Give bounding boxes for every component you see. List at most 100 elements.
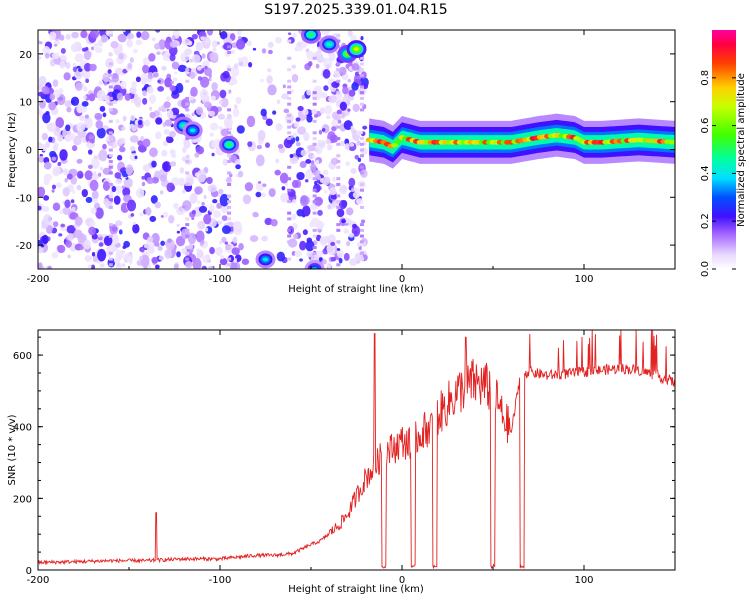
noise-speckle xyxy=(317,139,323,145)
noise-speckle xyxy=(307,144,316,152)
noise-speckle xyxy=(141,181,146,187)
noise-speckle xyxy=(74,216,83,226)
noise-speckle xyxy=(275,123,283,131)
noise-speckle xyxy=(244,182,254,192)
noise-speckle xyxy=(118,52,124,60)
spectrogram-x-label: Height of straight line (km) xyxy=(288,284,424,295)
noise-speckle xyxy=(89,179,99,192)
noise-streak xyxy=(227,205,232,209)
tone-core xyxy=(671,139,675,145)
noise-speckle xyxy=(233,257,238,263)
noise-speckle xyxy=(326,30,331,33)
noise-speckle xyxy=(169,149,176,155)
noise-speckle xyxy=(72,189,76,194)
noise-speckle xyxy=(238,35,242,40)
noise-speckle xyxy=(113,195,121,205)
y-tick-label: 600 xyxy=(13,351,32,362)
noise-speckle xyxy=(87,164,93,169)
noise-streak xyxy=(312,131,317,135)
noise-speckle xyxy=(188,243,194,250)
noise-speckle xyxy=(74,53,84,63)
noise-speckle xyxy=(41,85,50,95)
noise-streak xyxy=(287,240,292,244)
noise-streak xyxy=(336,205,341,209)
noise-speckle xyxy=(201,240,205,244)
noise-speckle xyxy=(158,106,162,111)
signal-blob xyxy=(226,142,233,147)
noise-speckle xyxy=(326,115,331,119)
y-tick-label: 10 xyxy=(19,98,32,109)
snr-ticks: -200 -100 0 100 0 200 400 600 xyxy=(13,330,676,586)
noise-streak xyxy=(359,91,364,95)
noise-speckle xyxy=(178,177,185,187)
noise-speckle xyxy=(102,112,107,118)
noise-speckle xyxy=(159,174,168,182)
noise-speckle xyxy=(127,62,133,69)
noise-speckle xyxy=(53,142,59,148)
noise-speckle xyxy=(132,221,137,225)
noise-speckle xyxy=(228,89,232,94)
noise-speckle xyxy=(233,104,238,109)
noise-streak xyxy=(108,142,113,146)
noise-speckle xyxy=(141,175,146,180)
noise-speckle xyxy=(306,114,313,123)
noise-speckle xyxy=(194,187,201,195)
noise-speckle xyxy=(264,142,271,148)
noise-speckle xyxy=(60,48,66,54)
noise-speckle xyxy=(305,240,315,252)
noise-streak xyxy=(336,137,341,141)
noise-speckle xyxy=(88,134,95,141)
noise-speckle xyxy=(339,184,348,193)
noise-speckle xyxy=(294,250,302,258)
noise-speckle xyxy=(326,64,331,70)
noise-speckle xyxy=(293,121,300,128)
noise-speckle xyxy=(191,217,195,220)
noise-speckle xyxy=(190,86,198,97)
noise-speckle xyxy=(87,149,93,155)
noise-streak xyxy=(287,91,292,95)
noise-streak xyxy=(312,234,317,238)
noise-speckle xyxy=(257,180,262,184)
signal-blob xyxy=(262,257,269,262)
noise-speckle xyxy=(174,71,178,75)
noise-speckle xyxy=(64,177,68,183)
noise-speckle xyxy=(336,109,342,115)
noise-streak xyxy=(108,171,113,175)
noise-speckle xyxy=(229,261,238,269)
noise-speckle xyxy=(163,128,171,135)
noise-speckle xyxy=(64,134,73,142)
noise-speckle xyxy=(39,99,46,109)
x-tick-label: 0 xyxy=(399,274,405,285)
noise-streak xyxy=(359,154,364,158)
noise-speckle xyxy=(129,57,134,63)
noise-streak xyxy=(312,91,317,95)
noise-speckle xyxy=(252,47,257,51)
noise-speckle xyxy=(38,75,47,86)
noise-streak xyxy=(359,148,364,152)
noise-speckle xyxy=(51,52,60,59)
noise-speckle xyxy=(182,200,192,211)
noise-speckle xyxy=(76,184,82,191)
noise-streak xyxy=(227,154,232,158)
noise-speckle xyxy=(324,104,332,115)
noise-streak xyxy=(287,188,292,192)
noise-speckle xyxy=(113,99,117,104)
noise-speckle xyxy=(338,199,347,210)
noise-streak xyxy=(359,171,364,175)
noise-speckle xyxy=(196,248,201,253)
noise-speckle xyxy=(195,230,205,243)
noise-speckle xyxy=(99,105,106,112)
noise-speckle xyxy=(360,219,366,224)
noise-speckle xyxy=(159,190,164,195)
noise-speckle xyxy=(352,191,361,199)
noise-speckle xyxy=(267,49,273,55)
noise-streak xyxy=(108,263,113,267)
noise-speckle xyxy=(301,94,306,100)
noise-speckle xyxy=(113,257,121,264)
noise-speckle xyxy=(55,117,65,129)
noise-speckle xyxy=(196,169,207,183)
noise-speckle xyxy=(122,115,127,122)
noise-streak xyxy=(312,119,317,123)
noise-speckle xyxy=(332,176,336,182)
noise-speckle xyxy=(149,111,156,119)
